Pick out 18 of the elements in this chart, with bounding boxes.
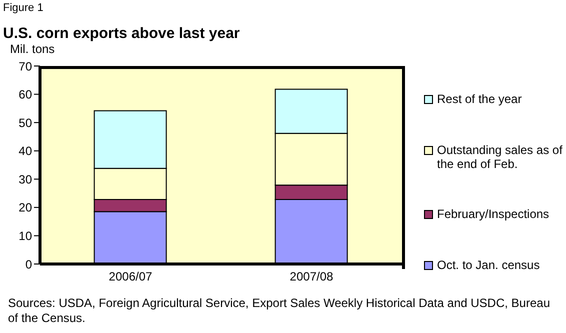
- y-tick-label: 0: [25, 257, 32, 272]
- legend-label: February/Inspections: [437, 207, 550, 222]
- y-tick-label: 20: [18, 200, 32, 215]
- legend-label: Outstanding sales as of the end of Feb.: [437, 142, 564, 171]
- y-tick-label: 40: [18, 144, 32, 158]
- y-tick-label: 70: [18, 59, 32, 74]
- source-note: Sources: USDA, Foreign Agricultural Service, Export Sales Weekly Historical Data and USDC, Bureau of the Census.: [8, 296, 551, 326]
- legend-label: Oct. to Jan. census: [437, 258, 540, 272]
- x-tick-label: 2007/08: [290, 270, 334, 284]
- chart-title: U.S. corn exports above last year: [3, 25, 240, 42]
- y-tick-label: 30: [18, 172, 32, 186]
- caption: Figure 1: [3, 2, 44, 14]
- legend-label: Rest of the year: [437, 92, 522, 106]
- y-tick-label: 10: [18, 228, 32, 243]
- y-tick-label: 60: [18, 88, 32, 102]
- y-axis-title: Mil. tons: [10, 42, 55, 56]
- y-tick-label: 50: [18, 116, 32, 130]
- x-tick-label: 2006/07: [108, 270, 153, 284]
